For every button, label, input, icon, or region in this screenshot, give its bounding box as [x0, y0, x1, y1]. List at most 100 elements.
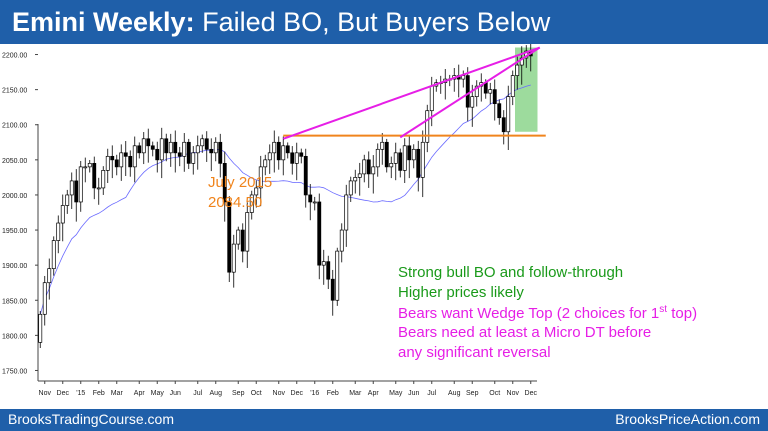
x-tick-label: Feb: [93, 390, 105, 397]
candle-body: [384, 141, 389, 168]
candle-body: [515, 64, 520, 76]
candle-body: [272, 141, 277, 154]
y-tick-label: 1850.00: [2, 298, 27, 305]
candle-body: [308, 194, 313, 203]
candle-body: [330, 278, 335, 301]
ref-label-line1: July 2015: [208, 174, 273, 191]
candle-body: [425, 110, 430, 143]
x-tick-label: Nov: [273, 390, 286, 397]
x-tick-label: Mar: [111, 390, 124, 397]
candle-body: [402, 145, 407, 171]
candle-body: [168, 141, 173, 154]
x-tick-label: Jul: [427, 390, 436, 397]
footer-left-link[interactable]: BrooksTradingCourse.com: [8, 411, 174, 427]
candle-body: [119, 152, 124, 168]
footer-right-link[interactable]: BrooksPriceAction.com: [615, 411, 760, 427]
candle-body: [110, 155, 115, 161]
page-title: Emini Weekly: Failed BO, But Buyers Belo…: [12, 4, 550, 40]
candle-body: [357, 173, 362, 178]
candle-body: [87, 163, 92, 168]
candle-body: [69, 180, 74, 196]
candle-body: [38, 313, 43, 343]
candle-body: [393, 152, 398, 164]
candle-body: [254, 187, 259, 196]
y-tick-label: 1750.00: [2, 368, 27, 375]
title-bold: Emini Weekly:: [12, 7, 195, 37]
candle-body: [159, 138, 164, 161]
x-tick-label: Oct: [489, 390, 500, 397]
candle-body: [164, 138, 169, 154]
candle-body: [362, 159, 367, 175]
candle-body: [200, 138, 205, 147]
candle-body: [303, 155, 308, 196]
candle-body: [114, 159, 119, 168]
candle-body: [60, 205, 65, 224]
candle-body: [186, 141, 191, 164]
bull-line2: Higher prices likely: [398, 284, 524, 301]
candle-body: [348, 180, 353, 196]
candle-body: [227, 201, 232, 273]
candle-body: [132, 145, 137, 168]
candle-body: [474, 85, 479, 98]
candle-body: [317, 201, 322, 266]
x-tick-label: '16: [310, 390, 319, 397]
candle-body: [173, 141, 178, 154]
x-tick-label: Oct: [251, 390, 262, 397]
wedge-trendline-2: [399, 46, 541, 139]
x-tick-label: Aug: [210, 390, 223, 397]
candle-body: [407, 145, 412, 161]
y-tick-label: 1900.00: [2, 263, 27, 270]
y-tick-label: 2050.00: [2, 158, 27, 165]
y-tick-label: 2000.00: [2, 193, 27, 200]
bear-line3: any significant reversal: [398, 344, 551, 361]
candle-body: [146, 138, 151, 147]
candle-body: [218, 141, 223, 164]
candle-body: [56, 222, 61, 241]
bear-line1-sup: st: [659, 304, 668, 315]
candle-body: [222, 163, 227, 203]
x-tick-label: Nov: [507, 390, 520, 397]
candle-body: [501, 117, 506, 133]
bear-line1-post: top): [667, 305, 698, 322]
x-tick-label: Apr: [368, 390, 380, 397]
footer-bar: BrooksTradingCourse.com BrooksPriceActio…: [0, 409, 768, 431]
candle-body: [497, 103, 502, 119]
candle-body: [240, 229, 245, 252]
candle-body: [353, 177, 358, 182]
y-tick-label: 2150.00: [2, 88, 27, 95]
x-tick-label: Dec: [291, 390, 304, 397]
title-bar: [0, 0, 768, 44]
candle-body: [213, 141, 218, 154]
y-tick-label: 2200.00: [2, 53, 27, 60]
x-tick-label: Nov: [39, 390, 52, 397]
candle-body: [380, 141, 385, 150]
candle-body: [141, 138, 146, 154]
candle-body: [209, 148, 214, 154]
candle-body: [231, 243, 236, 273]
candle-body: [510, 75, 515, 98]
candle-body: [488, 89, 493, 94]
bear-line2: Bears need at least a Micro DT before: [398, 324, 652, 341]
candle-body: [78, 166, 83, 203]
candle-body: [321, 261, 326, 266]
x-tick-label: '15: [76, 390, 85, 397]
candle-body: [294, 152, 299, 164]
x-tick-label: Jun: [170, 390, 181, 397]
candle-body: [236, 229, 241, 245]
candle-body: [335, 250, 340, 301]
candle-body: [177, 152, 182, 157]
candle-body: [375, 148, 380, 168]
candle-body: [204, 138, 209, 150]
candle-body: [263, 159, 268, 168]
x-tick-label: Mar: [349, 390, 362, 397]
candle-body: [155, 148, 160, 161]
candle-body: [128, 155, 133, 168]
candle-body: [492, 89, 497, 105]
x-tick-label: Aug: [448, 390, 461, 397]
candle-body: [398, 152, 403, 171]
candle-body: [47, 268, 52, 284]
candle-body: [366, 159, 371, 175]
candle-body: [344, 194, 349, 231]
breakout-highlight: [515, 47, 538, 132]
candle-body: [276, 141, 281, 161]
